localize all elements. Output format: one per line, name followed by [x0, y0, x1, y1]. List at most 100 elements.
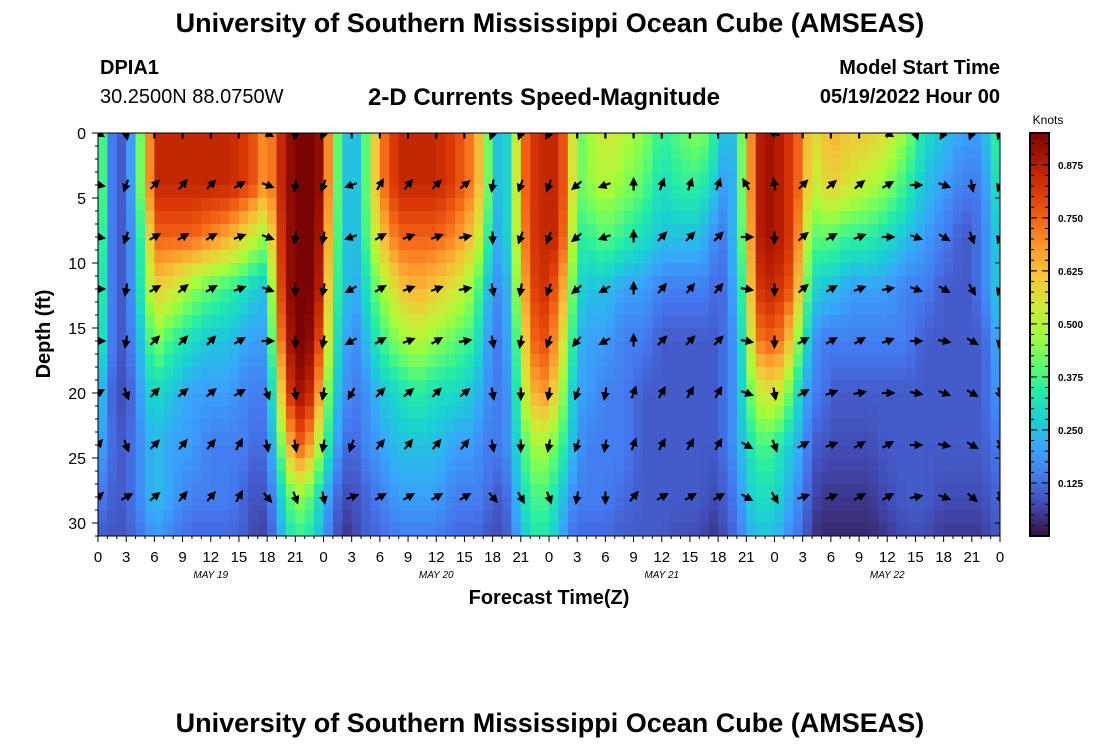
heatmap-cell [671, 419, 682, 433]
heatmap-cell [182, 302, 193, 316]
heatmap-cell [144, 393, 155, 407]
heatmap-cell [201, 406, 212, 420]
heatmap-cell [605, 185, 616, 199]
heatmap-cell [154, 510, 165, 524]
heatmap-cell [887, 211, 898, 225]
heatmap-cell [332, 393, 343, 407]
heatmap-cell [595, 263, 606, 277]
heatmap-cell [417, 406, 428, 420]
heatmap-cell [379, 263, 390, 277]
heatmap-cell [859, 445, 870, 459]
heatmap-cell [464, 250, 475, 264]
heatmap-cell [830, 146, 841, 160]
heatmap-cell [793, 198, 804, 212]
heatmap-cell [144, 367, 155, 381]
heatmap-cell [342, 302, 353, 316]
heatmap-cell [473, 276, 484, 290]
heatmap-cell [229, 133, 240, 147]
heatmap-cell [511, 159, 522, 173]
heatmap-cell [238, 354, 249, 368]
heatmap-cell [229, 211, 240, 225]
heatmap-cell [154, 393, 165, 407]
heatmap-cell [342, 393, 353, 407]
heatmap-cell [342, 380, 353, 394]
heatmap-cell [182, 354, 193, 368]
heatmap-cell [906, 432, 917, 446]
heatmap-cell [727, 315, 738, 329]
heatmap-cell [257, 523, 268, 536]
current-vector-arrow [374, 284, 387, 294]
heatmap-cell [511, 185, 522, 199]
heatmap-cell [285, 497, 296, 511]
heatmap-cell [652, 263, 663, 277]
heatmap-cell [943, 471, 954, 485]
heatmap-cell [849, 341, 860, 355]
heatmap-cell [868, 367, 879, 381]
heatmap-cell [144, 159, 155, 173]
heatmap-cell [154, 471, 165, 485]
heatmap-cell [765, 211, 776, 225]
heatmap-cell [567, 341, 578, 355]
current-vector-arrow [290, 387, 300, 402]
heatmap-cell [370, 484, 381, 498]
heatmap-cell [567, 497, 578, 511]
heatmap-cell [614, 315, 625, 329]
heatmap-cell [577, 211, 588, 225]
current-vector-arrow [205, 387, 218, 398]
heatmap-cell [934, 276, 945, 290]
heatmap-cell [868, 146, 879, 160]
heatmap-cell [924, 289, 935, 303]
current-vector-arrow [657, 437, 666, 451]
heatmap-cell [285, 523, 296, 536]
heatmap-cell [765, 458, 776, 472]
heatmap-cell [464, 224, 475, 238]
heatmap-cell [868, 458, 879, 472]
heatmap-cell [116, 367, 127, 381]
heatmap-cell [238, 419, 249, 433]
heatmap-cell [257, 224, 268, 238]
heatmap-cell [502, 263, 513, 277]
heatmap-cell [267, 315, 278, 329]
heatmap-cell [351, 367, 362, 381]
heatmap-cell [304, 393, 315, 407]
heatmap-cell [765, 302, 776, 316]
heatmap-cell [718, 302, 729, 316]
heatmap-cell [821, 159, 832, 173]
heatmap-cell [652, 237, 663, 251]
heatmap-cell [981, 471, 992, 485]
heatmap-cell [877, 341, 888, 355]
heatmap-cell [332, 497, 343, 511]
current-vector-arrow [770, 177, 779, 191]
current-vector-arrow [319, 491, 328, 505]
heatmap-cell [718, 237, 729, 251]
current-vector-arrow [98, 232, 106, 242]
heatmap-cell [417, 445, 428, 459]
heatmap-cell [398, 523, 409, 536]
heatmap-cell [304, 250, 315, 264]
heatmap-cell [248, 159, 259, 173]
y-tick-label: 20 [68, 386, 86, 403]
heatmap-cell [323, 458, 334, 472]
heatmap-cell [887, 354, 898, 368]
current-vector-arrow [177, 387, 189, 398]
heatmap-cell [633, 198, 644, 212]
heatmap-cell [210, 341, 221, 355]
current-vector-arrow [740, 284, 755, 294]
heatmap-cell [210, 406, 221, 420]
heatmap-cell [953, 458, 964, 472]
heatmap-cell [849, 406, 860, 420]
heatmap-cell [201, 432, 212, 446]
heatmap-cell [727, 471, 738, 485]
heatmap-cell [652, 445, 663, 459]
heatmap-cell [802, 445, 813, 459]
heatmap-cell [765, 484, 776, 498]
heatmap-cell [520, 289, 531, 303]
heatmap-cell [238, 328, 249, 342]
heatmap-cell [661, 497, 672, 511]
heatmap-cell [953, 432, 964, 446]
heatmap-cell [285, 354, 296, 368]
current-vector-arrow [430, 336, 444, 346]
heatmap-cell [144, 523, 155, 536]
heatmap-cell [408, 315, 419, 329]
